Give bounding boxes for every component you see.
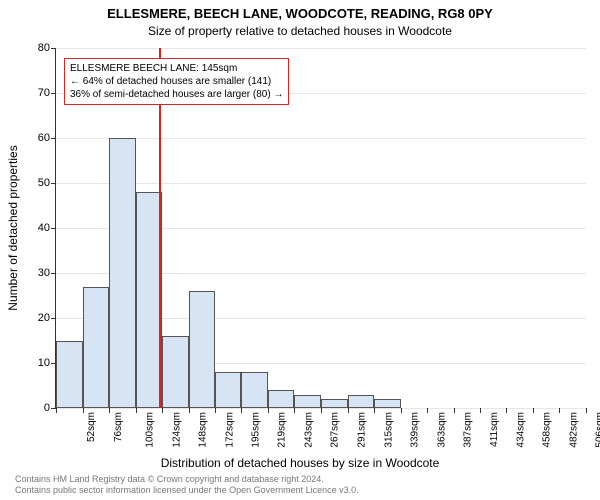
footer-line1: Contains HM Land Registry data © Crown c… [15, 474, 359, 485]
xtick-label: 243sqm [303, 412, 314, 448]
annotation-box: ELLESMERE BEECH LANE: 145sqm← 64% of det… [64, 58, 289, 105]
xtick-mark [56, 408, 57, 413]
ytick-mark [51, 138, 56, 139]
histogram-bar [268, 390, 295, 408]
xtick-mark [136, 408, 137, 413]
ytick-label: 60 [38, 132, 50, 144]
ytick-mark [51, 318, 56, 319]
ytick-mark [51, 93, 56, 94]
xtick-label: 434sqm [515, 412, 526, 448]
histogram-bar [109, 138, 136, 408]
histogram-bar [294, 395, 321, 409]
gridline [56, 48, 586, 49]
annotation-line2: ← 64% of detached houses are smaller (14… [70, 75, 283, 88]
histogram-bar [189, 291, 215, 408]
ytick-label: 0 [44, 402, 50, 414]
histogram-bar [374, 399, 401, 408]
histogram-bar [83, 287, 110, 409]
y-axis-label: Number of detached properties [6, 145, 20, 310]
histogram-bar [321, 399, 348, 408]
xtick-mark [215, 408, 216, 413]
xtick-mark [162, 408, 163, 413]
xtick-mark [533, 408, 534, 413]
xtick-label: 52sqm [86, 412, 97, 442]
xtick-mark [321, 408, 322, 413]
xtick-label: 195sqm [250, 412, 261, 448]
chart-title: ELLESMERE, BEECH LANE, WOODCOTE, READING… [0, 6, 600, 21]
ytick-label: 20 [38, 312, 50, 324]
ytick-mark [51, 183, 56, 184]
xtick-label: 506sqm [595, 412, 600, 448]
xtick-mark [454, 408, 455, 413]
xtick-mark [401, 408, 402, 413]
histogram-bar [215, 372, 242, 408]
ytick-label: 30 [38, 267, 50, 279]
xtick-label: 482sqm [568, 412, 579, 448]
xtick-label: 148sqm [198, 412, 209, 448]
xtick-mark [83, 408, 84, 413]
footer-attribution: Contains HM Land Registry data © Crown c… [15, 474, 359, 496]
xtick-mark [586, 408, 587, 413]
xtick-mark [480, 408, 481, 413]
xtick-label: 124sqm [171, 412, 182, 448]
xtick-mark [189, 408, 190, 413]
ytick-label: 50 [38, 177, 50, 189]
chart-subtitle: Size of property relative to detached ho… [0, 24, 600, 38]
ytick-mark [51, 228, 56, 229]
xtick-mark [348, 408, 349, 413]
ytick-label: 70 [38, 87, 50, 99]
ytick-label: 40 [38, 222, 50, 234]
xtick-mark [427, 408, 428, 413]
xtick-label: 387sqm [463, 412, 474, 448]
xtick-mark [506, 408, 507, 413]
xtick-mark [241, 408, 242, 413]
xtick-label: 291sqm [357, 412, 368, 448]
annotation-line1: ELLESMERE BEECH LANE: 145sqm [70, 62, 283, 75]
ytick-label: 80 [38, 42, 50, 54]
footer-line2: Contains public sector information licen… [15, 485, 359, 496]
xtick-label: 411sqm [489, 412, 500, 447]
xtick-label: 267sqm [330, 412, 341, 448]
xtick-mark [559, 408, 560, 413]
xtick-label: 76sqm [113, 412, 124, 442]
xtick-mark [294, 408, 295, 413]
xtick-mark [268, 408, 269, 413]
xtick-label: 219sqm [277, 412, 288, 448]
xtick-mark [109, 408, 110, 413]
xtick-mark [374, 408, 375, 413]
plot-area: 0102030405060708052sqm76sqm100sqm124sqm1… [55, 48, 586, 409]
annotation-line3: 36% of semi-detached houses are larger (… [70, 88, 283, 101]
xtick-label: 363sqm [436, 412, 447, 448]
histogram-bar [56, 341, 83, 409]
xtick-label: 339sqm [410, 412, 421, 448]
xtick-label: 315sqm [383, 412, 394, 448]
histogram-bar [348, 395, 375, 409]
xtick-label: 458sqm [542, 412, 553, 448]
x-axis-label: Distribution of detached houses by size … [0, 456, 600, 470]
ytick-label: 10 [38, 357, 50, 369]
histogram-bar [241, 372, 268, 408]
xtick-label: 172sqm [225, 412, 236, 448]
xtick-label: 100sqm [145, 412, 156, 448]
histogram-bar [162, 336, 189, 408]
ytick-mark [51, 48, 56, 49]
ytick-mark [51, 273, 56, 274]
